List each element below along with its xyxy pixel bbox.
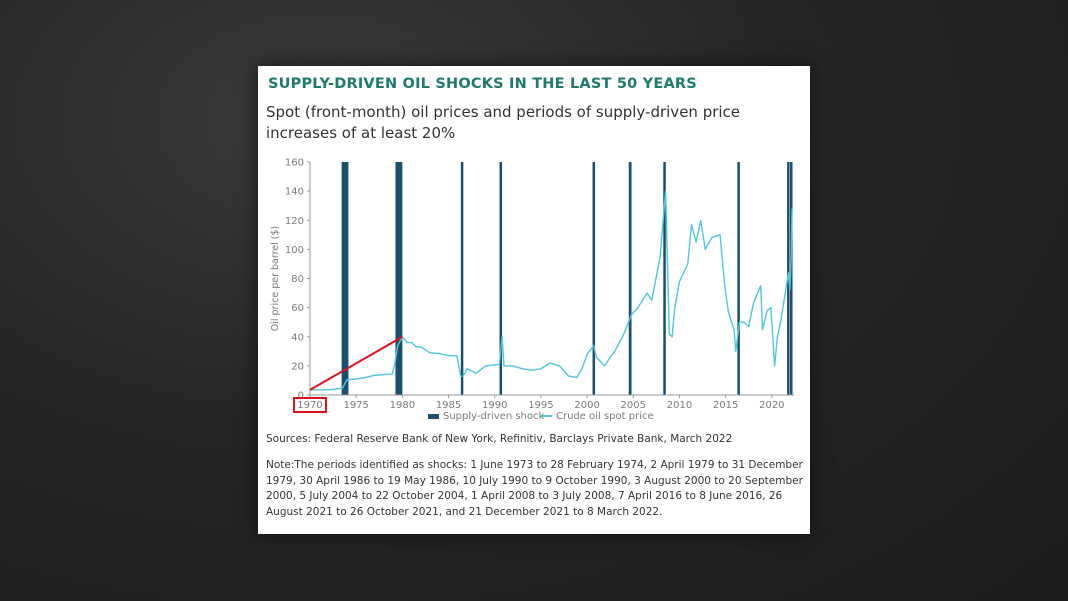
crude-oil-price-line [309, 190, 793, 391]
sources-text: Sources: Federal Reserve Bank of New Yor… [266, 433, 733, 445]
chart-subtitle: Spot (front-month) oil prices and period… [266, 103, 741, 142]
legend-swatch-shock [428, 414, 439, 419]
chart-card: SUPPLY-DRIVEN OIL SHOCKS IN THE LAST 50 … [258, 66, 810, 534]
y-tick-label-0: 0 [298, 391, 304, 402]
shock-bar-5 [628, 162, 632, 395]
y-tick-label-80: 80 [291, 274, 304, 285]
x-tick-label-1980: 1980 [390, 400, 415, 411]
x-tick-label-2005: 2005 [621, 400, 646, 411]
shock-bar-4 [592, 162, 596, 395]
x-tick-label-2015: 2015 [713, 400, 738, 411]
shock-bar-9 [790, 162, 793, 395]
chart-title: SUPPLY-DRIVEN OIL SHOCKS IN THE LAST 50 … [268, 76, 697, 92]
y-tick-label-60: 60 [291, 303, 304, 314]
shock-bar-2 [460, 162, 464, 395]
x-tick-label-1990: 1990 [482, 400, 507, 411]
y-tick-label-100: 100 [285, 245, 304, 256]
shock-bar-0 [341, 162, 349, 395]
legend-label-shock: Supply-driven shock [443, 411, 544, 422]
shock-bar-7 [737, 162, 740, 395]
shock-bar-6 [663, 162, 666, 395]
shock-bar-1 [395, 162, 403, 395]
x-tick-label-2010: 2010 [667, 400, 692, 411]
legend-label-price: Crude oil spot price [556, 411, 654, 422]
highlight-line [309, 335, 403, 391]
y-tick-label-20: 20 [291, 361, 304, 372]
y-tick-label-120: 120 [285, 216, 304, 227]
oil-price-chart: 0 20 40 60 80 100 120 140 160 Oil price per barre… [270, 158, 794, 422]
x-tick-label-2020: 2020 [759, 400, 784, 411]
y-tick-label-160: 160 [285, 158, 304, 169]
y-axis-label: Oil price per barrel ($) [270, 226, 281, 332]
x-tick-label-1995: 1995 [528, 400, 553, 411]
note-text: Note:The periods identified as shocks: 1… [266, 459, 803, 518]
x-tick-label-1975: 1975 [343, 400, 368, 411]
y-tick-label-40: 40 [291, 332, 304, 343]
highlight-box-1970 [293, 397, 327, 413]
x-tick-label-1970: 1970 [297, 400, 322, 411]
y-tick-label-140: 140 [285, 187, 304, 198]
shock-bar-3 [499, 162, 503, 395]
x-tick-label-1985: 1985 [436, 400, 461, 411]
x-tick-label-2000: 2000 [574, 400, 599, 411]
